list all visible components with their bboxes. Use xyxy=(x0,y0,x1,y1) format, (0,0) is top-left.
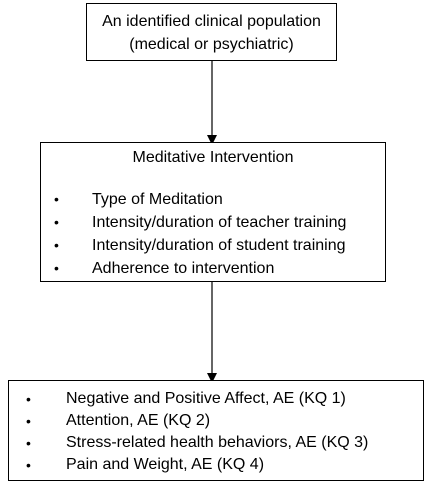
bullet-icon: • xyxy=(26,457,31,473)
list-item-text: Pain and Weight, AE (KQ 4) xyxy=(66,456,265,473)
bullet-icon: • xyxy=(26,413,31,429)
list-item-text: Intensity/duration of student training xyxy=(92,237,346,254)
bullet-icon: • xyxy=(26,435,31,451)
bullet-icon: • xyxy=(26,391,31,407)
bullet-icon: • xyxy=(54,214,59,230)
list-item-text: Attention, AE (KQ 2) xyxy=(66,412,211,429)
outcomes-box: • Negative and Positive Affect, AE (KQ 1)… xyxy=(8,380,424,481)
bullet-icon: • xyxy=(54,260,59,276)
list-item-text: Negative and Positive Affect, AE (KQ 1) xyxy=(66,390,346,407)
list-item-text: Stress-related health behaviors, AE (KQ … xyxy=(66,434,369,451)
population-box: An identified clinical population (medic… xyxy=(86,3,337,61)
list-item-text: Type of Meditation xyxy=(92,191,223,208)
list-item-text: Adherence to intervention xyxy=(92,260,275,277)
intervention-box: Meditative Intervention • Type of Meditat… xyxy=(40,142,386,282)
list-item-text: Intensity/duration of teacher training xyxy=(92,214,347,231)
bullet-icon: • xyxy=(54,237,59,253)
population-line-1: An identified clinical population xyxy=(102,13,321,30)
bullet-icon: • xyxy=(54,191,59,207)
population-line-2: (medical or psychiatric) xyxy=(129,36,294,53)
intervention-title: Meditative Intervention xyxy=(132,149,294,166)
